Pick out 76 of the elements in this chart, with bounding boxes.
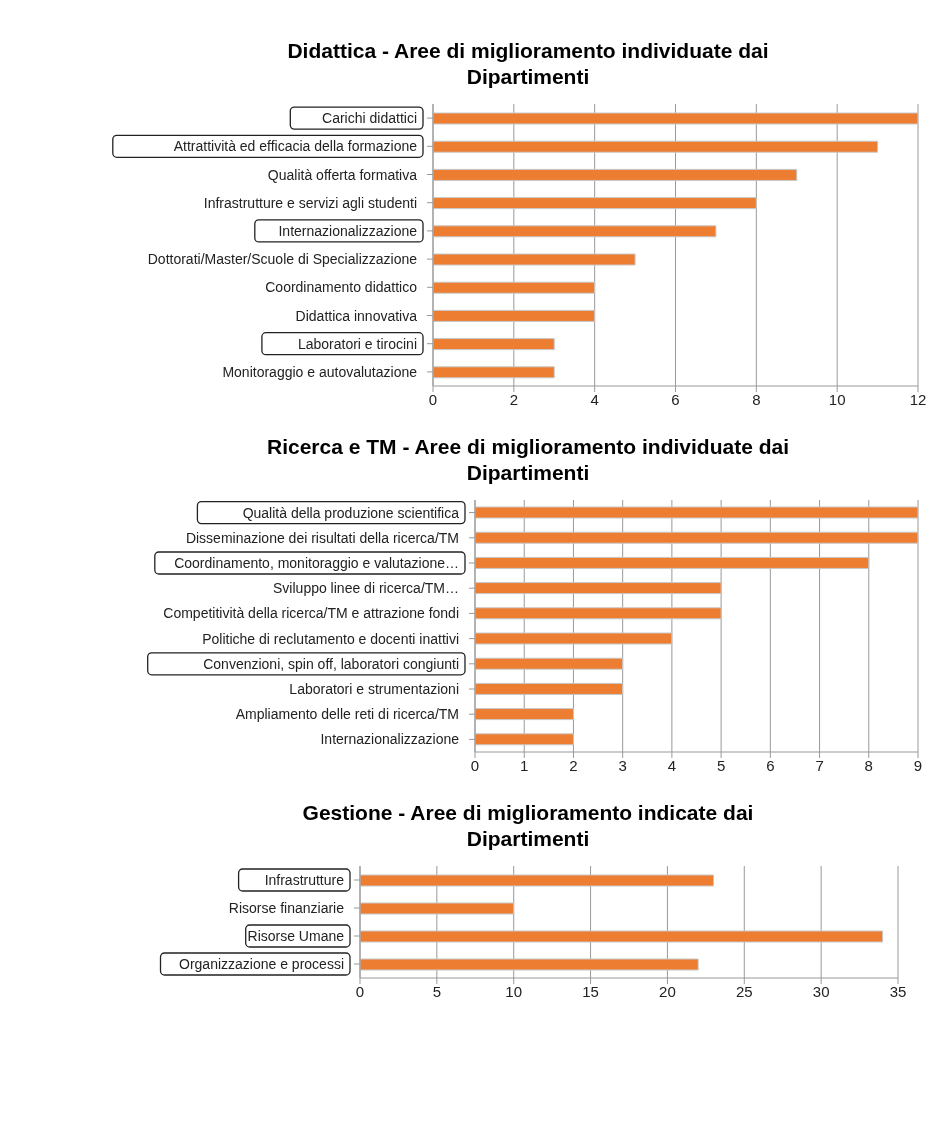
bar: [433, 112, 918, 125]
y-tick-label: Laboratori e strumentazioni: [289, 681, 459, 697]
x-tick-label: 7: [815, 756, 824, 774]
y-tick-label: Qualità offerta formativa: [267, 166, 418, 183]
y-tick-label: Monitoraggio e autovalutazione: [222, 363, 418, 380]
x-tick-label: 8: [864, 756, 873, 774]
x-tick-label: 20: [659, 982, 676, 1000]
bar: [475, 506, 918, 519]
x-tick-label: 10: [828, 390, 846, 408]
y-tick-label: Carichi didattici: [322, 110, 417, 127]
y-tick-label: Infrastrutture: [264, 872, 345, 888]
bar: [360, 874, 715, 887]
chart-title: Didattica - Aree di miglioramento individuate dai Dipartimenti: [286, 38, 770, 90]
x-tick-label: 6: [671, 390, 680, 408]
x-tick-label: 5: [716, 756, 726, 774]
x-tick-label: 15: [582, 982, 599, 1000]
y-tick-label: Laboratori e tirocini: [297, 335, 417, 352]
bar: [360, 902, 515, 915]
x-tick-label: 9: [913, 756, 923, 774]
y-tick-label: Competitività della ricerca/TM e attrazione fondi: [163, 605, 459, 622]
x-tick-label: 4: [590, 390, 599, 408]
x-tick-label: 0: [355, 982, 365, 1000]
x-tick-label: 10: [505, 982, 523, 1000]
bar: [475, 657, 624, 670]
bar: [433, 225, 717, 238]
bar: [433, 309, 596, 322]
x-tick-label: 1: [520, 756, 529, 774]
x-tick-label: 0: [470, 756, 480, 774]
bar: [475, 708, 574, 721]
y-tick-label: Qualità della produzione scientifica: [242, 504, 460, 521]
bar: [360, 958, 699, 971]
bar: [475, 632, 673, 645]
x-tick-label: 2: [569, 756, 578, 774]
x-tick-label: 3: [618, 756, 627, 774]
y-tick-label: Ampliamento delle reti di ricerca/TM: [235, 706, 459, 723]
y-tick-label: Risorse finanziarie: [228, 900, 345, 916]
y-tick-label: Risorse Umane: [247, 928, 345, 944]
y-tick-label: Organizzazione e processi: [179, 956, 344, 972]
bar: [475, 607, 722, 620]
x-tick-label: 0: [428, 390, 438, 408]
y-tick-label: Disseminazione dei risultati della ricerca/TM: [185, 529, 459, 546]
bar: [433, 366, 555, 379]
x-tick-label: 4: [667, 756, 677, 774]
x-tick-label: 2: [509, 390, 519, 408]
x-tick-label: 6: [766, 756, 775, 774]
y-tick-label: Coordinamento didattico: [265, 279, 418, 296]
x-tick-label: 12: [909, 390, 927, 408]
y-tick-label: Internazionalizzazione: [320, 731, 460, 748]
bar: [475, 582, 722, 595]
y-tick-label: Infrastrutture e servizi agli studenti: [203, 194, 417, 211]
chart-title: Ricerca e TM - Aree di miglioramento individuate dai Dipartimenti: [266, 434, 790, 486]
bar: [433, 338, 555, 351]
chart-title: Gestione - Aree di miglioramento indicate dai Dipartimenti: [301, 800, 755, 852]
x-tick-label: 35: [889, 982, 907, 1000]
bar: [475, 682, 624, 695]
y-tick-label: Convenzioni, spin off, laboratori congiunti: [203, 655, 459, 672]
bar: [433, 168, 798, 181]
bar: [433, 197, 757, 210]
x-tick-label: 5: [432, 982, 442, 1000]
x-tick-label: 8: [752, 390, 761, 408]
y-tick-label: Didattica innovativa: [295, 307, 418, 324]
bar: [433, 140, 879, 153]
y-tick-label: Coordinamento, monitoraggio e valutazione…: [174, 555, 459, 571]
y-tick-label: Attrattività ed efficacia della formazione: [173, 138, 418, 155]
y-tick-label: Politiche di reclutamento e docenti inattivi: [202, 630, 459, 647]
bar: [475, 733, 574, 746]
y-tick-label: Sviluppo linee di ricerca/TM…: [273, 580, 459, 597]
bar: [475, 531, 918, 544]
x-tick-label: 30: [812, 982, 830, 1000]
bar: [475, 556, 870, 569]
y-tick-label: Dottorati/Master/Scuole di Specializzazione: [147, 251, 418, 268]
bar: [433, 253, 636, 266]
y-tick-label: Internazionalizzazione: [278, 222, 418, 239]
bar: [360, 930, 884, 943]
x-tick-label: 25: [735, 982, 753, 1000]
bar: [433, 281, 596, 294]
